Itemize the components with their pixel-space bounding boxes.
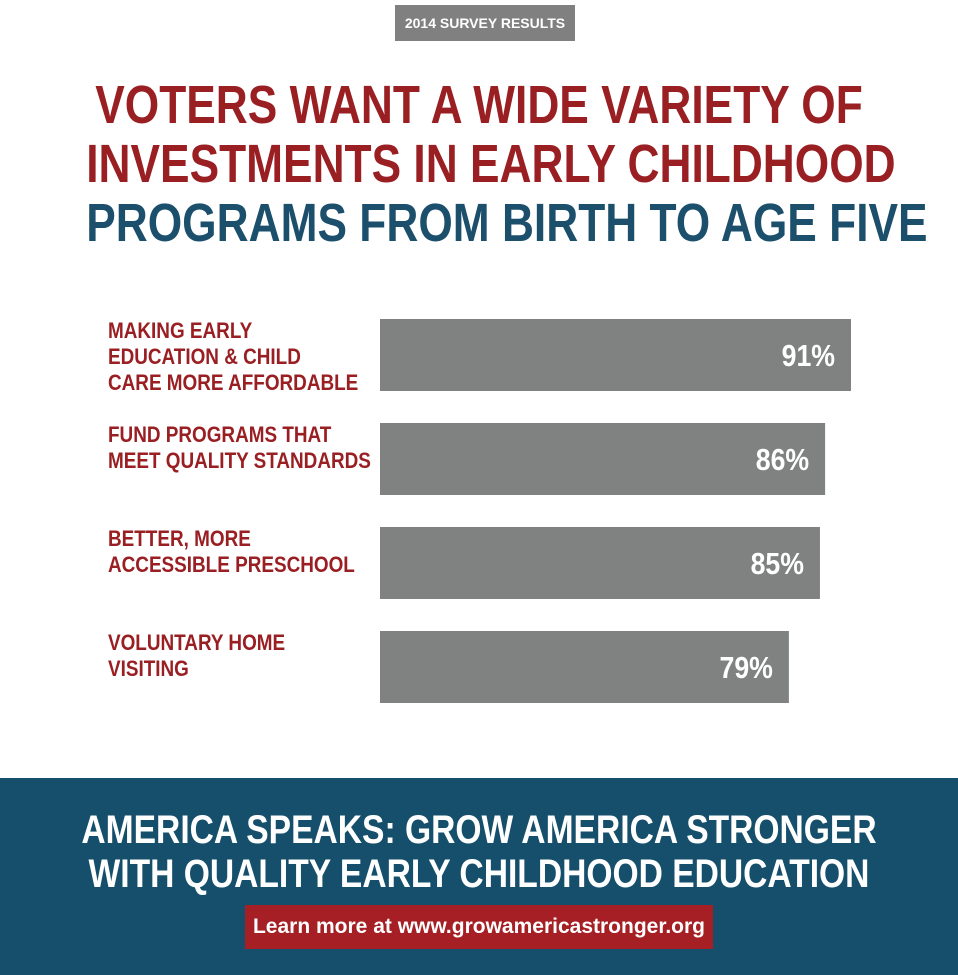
headline-line-1: VOTERS WANT A WIDE VARIETY OF [95,75,863,135]
headline-line-2: INVESTMENTS IN EARLY CHILDHOOD [86,134,896,194]
category-label-4-line-2: VISITING [108,657,189,682]
bar-1 [380,319,851,391]
bar-value-label-1: 91% [782,339,835,373]
footer-title: AMERICA SPEAKS: GROW AMERICA STRONGER WI… [77,808,882,896]
category-label-3-line-2: ACCESSIBLE PRESCHOOL [108,553,355,578]
footer-title-line-2: WITH QUALITY EARLY CHILDHOOD EDUCATION [88,852,870,896]
category-label-1-line-1: MAKING EARLY [108,319,253,344]
bar-value-label-2: 86% [756,443,809,477]
bar-value-label-4: 79% [720,651,773,685]
bar-4 [380,631,789,703]
bar-value-label-3: 85% [751,547,804,581]
category-label-2-line-2: MEET QUALITY STANDARDS [108,449,371,474]
bar-3 [380,527,820,599]
category-label-3-line-1: BETTER, MORE [108,527,251,552]
learn-more-link[interactable]: Learn more at www.growamericastronger.or… [245,905,713,949]
category-label-2-line-1: FUND PROGRAMS THAT [108,423,332,448]
category-label-4-line-1: VOLUNTARY HOME [108,631,285,656]
category-label-1-line-2: EDUCATION & CHILD [108,345,301,370]
headline: VOTERS WANT A WIDE VARIETY OF INVESTMENT… [86,75,928,253]
footer-banner: AMERICA SPEAKS: GROW AMERICA STRONGER WI… [0,778,958,975]
footer-title-line-1: AMERICA SPEAKS: GROW AMERICA STRONGER [81,808,877,852]
category-label-1-line-3: CARE MORE AFFORDABLE [108,371,358,396]
survey-badge: 2014 SURVEY RESULTS [395,5,575,41]
bar-2 [380,423,826,495]
headline-line-3: PROGRAMS FROM BIRTH TO AGE FIVE [86,193,928,253]
